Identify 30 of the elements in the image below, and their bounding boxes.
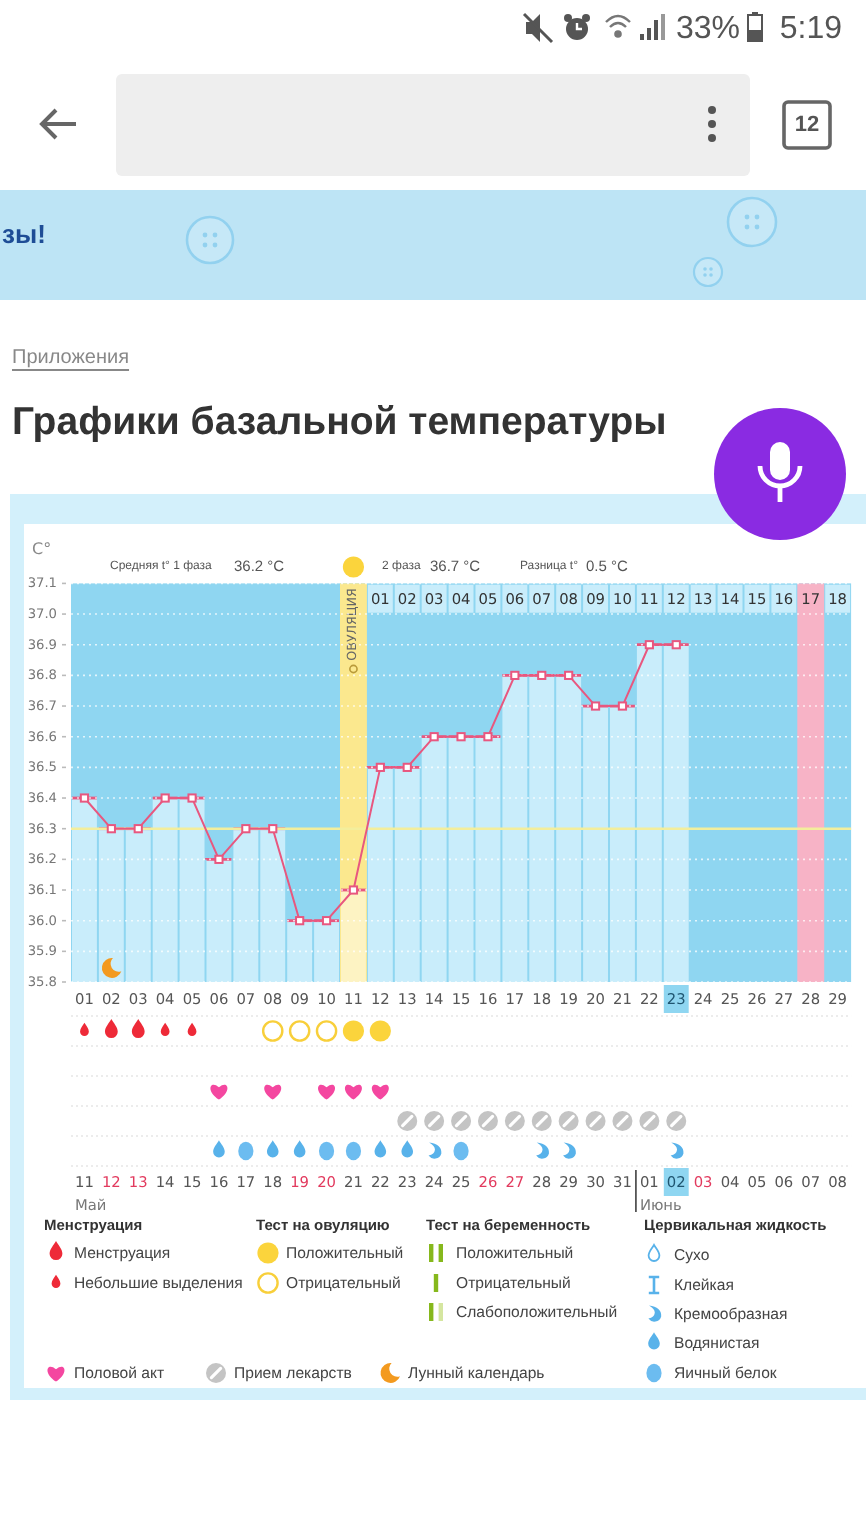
point xyxy=(617,701,628,711)
point xyxy=(79,793,90,803)
point xyxy=(590,701,601,711)
text: 5:19 xyxy=(779,12,843,46)
chart-title: Графики базальной температуры xyxy=(12,400,667,444)
point xyxy=(160,793,170,803)
point xyxy=(671,640,681,650)
text: Приложения xyxy=(12,347,130,369)
point xyxy=(537,670,547,680)
point xyxy=(133,824,143,834)
point xyxy=(429,732,439,742)
point xyxy=(268,824,278,834)
point xyxy=(644,640,654,650)
point xyxy=(456,732,466,742)
point xyxy=(321,916,332,926)
text: зы! xyxy=(2,219,46,249)
point xyxy=(402,762,412,772)
point xyxy=(295,916,305,926)
point xyxy=(214,854,224,864)
text: 12 xyxy=(794,113,820,137)
point xyxy=(375,762,385,772)
point xyxy=(510,670,520,680)
point xyxy=(106,824,116,834)
point xyxy=(483,732,493,742)
point xyxy=(187,793,197,803)
text: 33% xyxy=(675,12,740,46)
point xyxy=(348,885,359,895)
point xyxy=(564,670,574,680)
y-axis-title: C° xyxy=(32,540,52,558)
point xyxy=(241,824,251,834)
